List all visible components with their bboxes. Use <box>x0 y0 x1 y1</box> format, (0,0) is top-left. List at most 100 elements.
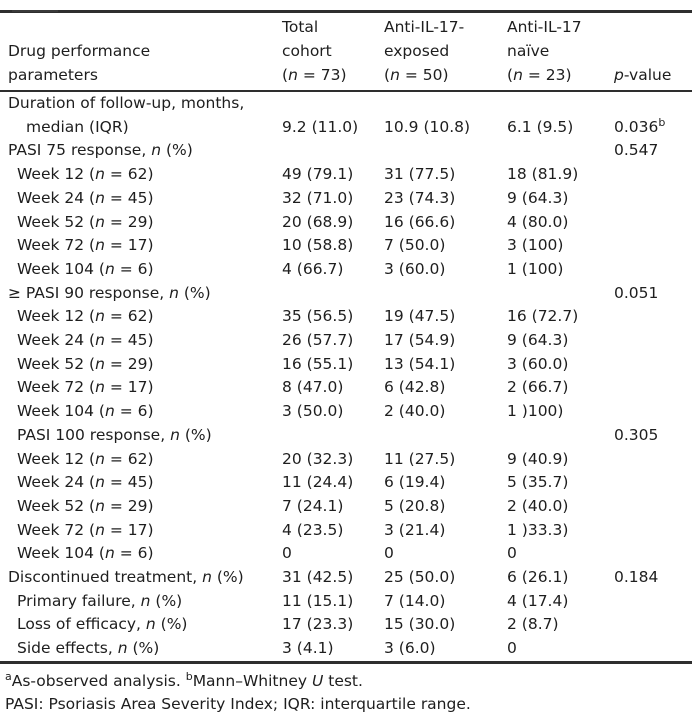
param-label-cell: Week 24 (n = 45) <box>17 188 154 207</box>
total-cohort-cell: 9.2 (11.0) <box>282 117 359 136</box>
table-row: Week 72 (n = 17) 4 (23.5) 3 (21.4) 1 )33.3) <box>0 519 692 543</box>
anti-il17-exposed-cell: 10.9 (10.8) <box>384 117 471 136</box>
table-row: Week 72 (n = 17) 10 (58.8) 7 (50.0) 3 (100) <box>0 234 692 258</box>
header-total-cohort: Total cohort (n = 73) <box>282 11 384 92</box>
footnotes: aAs-observed analysis. bMann–Whitney U t… <box>0 670 700 717</box>
anti-il17-naive-cell: 1 )33.3) <box>507 520 569 539</box>
total-cohort-cell: 16 (55.1) <box>282 354 354 373</box>
p-value-cell <box>614 305 692 329</box>
param-label-cell: Week 52 (n = 29) <box>17 496 154 515</box>
p-value-cell <box>614 542 692 566</box>
total-cohort-cell: 31 (42.5) <box>282 568 354 587</box>
total-cohort-cell: 4 (66.7) <box>282 259 344 278</box>
p-value-cell <box>614 353 692 377</box>
anti-il17-exposed-cell: 6 (42.8) <box>384 378 446 397</box>
p-value-cell <box>614 329 692 353</box>
p-value-cell <box>614 211 692 235</box>
anti-il17-naive-cell: 9 (64.3) <box>507 331 569 350</box>
table-row: Discontinued treatment, n (%) 31 (42.5) 25… <box>0 566 692 590</box>
table-body: Duration of follow-up, months, median (IQ… <box>0 91 692 662</box>
p-value-cell <box>614 258 692 282</box>
anti-il17-exposed-cell: 16 (66.6) <box>384 212 456 231</box>
header-parameters: Drug performance parameters <box>0 11 282 92</box>
anti-il17-naive-cell <box>507 282 614 306</box>
p-value-cell <box>614 495 692 519</box>
anti-il17-exposed-cell: 13 (54.1) <box>384 354 456 373</box>
param-label-cell: PASI 75 response, n (%) <box>8 141 193 160</box>
total-cohort-cell: 7 (24.1) <box>282 496 344 515</box>
p-value-cell <box>614 163 692 187</box>
header-anti-il17-naive: Anti-IL-17 naïve (n = 23) <box>507 11 614 92</box>
anti-il17-naive-cell: 9 (40.9) <box>507 449 569 468</box>
total-cohort-cell: 10 (58.8) <box>282 236 354 255</box>
p-value-cell <box>614 590 692 614</box>
anti-il17-exposed-cell: 2 (40.0) <box>384 402 446 421</box>
p-value-cell <box>614 187 692 211</box>
param-label-cell: ≥ PASI 90 response, n (%) <box>8 283 211 302</box>
param-label-cell: Loss of efficacy, n (%) <box>17 615 188 634</box>
header-p-value: p-value <box>614 11 692 92</box>
param-label-cell: Week 24 (n = 45) <box>17 331 154 350</box>
anti-il17-exposed-cell: 5 (20.8) <box>384 496 446 515</box>
p-value-cell <box>614 637 692 662</box>
anti-il17-naive-cell: 6 (26.1) <box>507 568 569 587</box>
anti-il17-exposed-cell: 6 (19.4) <box>384 473 446 492</box>
anti-il17-exposed-cell: 11 (27.5) <box>384 449 456 468</box>
total-cohort-cell: 11 (24.4) <box>282 473 354 492</box>
table-row: Week 104 (n = 6) 0 0 0 <box>0 542 692 566</box>
anti-il17-exposed-cell: 19 (47.5) <box>384 307 456 326</box>
param-label-cell: Week 12 (n = 62) <box>17 307 154 326</box>
anti-il17-exposed-cell: 3 (6.0) <box>384 639 436 658</box>
anti-il17-exposed-cell <box>384 424 507 448</box>
p-value-cell <box>614 400 692 424</box>
table-row: Week 52 (n = 29) 20 (68.9) 16 (66.6) 4 (80.… <box>0 211 692 235</box>
total-cohort-cell: 4 (23.5) <box>282 520 344 539</box>
header-anti-il17-exposed: Anti-IL-17- exposed (n = 50) <box>384 11 507 92</box>
anti-il17-naive-cell: 2 (66.7) <box>507 378 569 397</box>
param-label-cell: Week 72 (n = 17) <box>17 378 154 397</box>
anti-il17-naive-cell: 4 (17.4) <box>507 591 569 610</box>
param-label-cell: Week 72 (n = 17) <box>17 520 154 539</box>
param-label-cell: Week 12 (n = 62) <box>17 165 154 184</box>
p-value-cell: 0.184 <box>614 568 659 587</box>
crop-artifact-line <box>12 10 58 12</box>
anti-il17-naive-cell: 3 (60.0) <box>507 354 569 373</box>
param-label-cell: Week 72 (n = 17) <box>17 236 154 255</box>
table-row: Week 24 (n = 45) 32 (71.0) 23 (74.3) 9 (64.… <box>0 187 692 211</box>
p-value-cell <box>614 613 692 637</box>
param-label-cell: Primary failure, n (%) <box>17 591 183 610</box>
table-row: Week 72 (n = 17) 8 (47.0) 6 (42.8) 2 (66.7) <box>0 376 692 400</box>
table-row: Week 52 (n = 29) 7 (24.1) 5 (20.8) 2 (40.0) <box>0 495 692 519</box>
footnote-line-2: PASI: Psoriasis Area Severity Index; IQR… <box>5 695 471 714</box>
param-label-cell: Week 24 (n = 45) <box>17 473 154 492</box>
table-row: Week 12 (n = 62) 35 (56.5) 19 (47.5) 16 (72… <box>0 305 692 329</box>
total-cohort-cell: 8 (47.0) <box>282 378 344 397</box>
param-label-cell: Week 104 (n = 6) <box>17 402 154 421</box>
anti-il17-exposed-cell <box>384 139 507 163</box>
total-cohort-cell: 49 (79.1) <box>282 165 354 184</box>
anti-il17-naive-cell: 3 (100) <box>507 236 564 255</box>
table-row: Side effects, n (%) 3 (4.1) 3 (6.0) 0 <box>0 637 692 662</box>
anti-il17-exposed-cell: 25 (50.0) <box>384 568 456 587</box>
p-value-cell <box>614 448 692 472</box>
anti-il17-exposed-cell: 3 (60.0) <box>384 259 446 278</box>
total-cohort-cell: 32 (71.0) <box>282 188 354 207</box>
total-cohort-cell: 26 (57.7) <box>282 331 354 350</box>
drug-performance-table: Drug performance parameters Total cohort (n… <box>0 10 692 664</box>
anti-il17-exposed-cell: 0 <box>384 544 394 563</box>
table-row: Week 52 (n = 29) 16 (55.1) 13 (54.1) 3 (60.… <box>0 353 692 377</box>
anti-il17-naive-cell: 2 (8.7) <box>507 615 559 634</box>
total-cohort-cell: 3 (50.0) <box>282 402 344 421</box>
anti-il17-naive-cell: 0 <box>507 544 517 563</box>
anti-il17-exposed-cell <box>384 282 507 306</box>
param-label-cell: PASI 100 response, n (%) <box>17 425 212 444</box>
p-value-cell <box>614 519 692 543</box>
p-value-cell: 0.305 <box>614 425 659 444</box>
total-cohort-cell: 20 (32.3) <box>282 449 354 468</box>
total-cohort-cell <box>282 139 384 163</box>
anti-il17-exposed-cell: 23 (74.3) <box>384 188 456 207</box>
p-value-cell: 0.547 <box>614 141 659 160</box>
table-row: PASI 75 response, n (%) 0.547 <box>0 139 692 163</box>
anti-il17-naive-cell: 6.1 (9.5) <box>507 117 574 136</box>
anti-il17-naive-cell: 0 <box>507 639 517 658</box>
